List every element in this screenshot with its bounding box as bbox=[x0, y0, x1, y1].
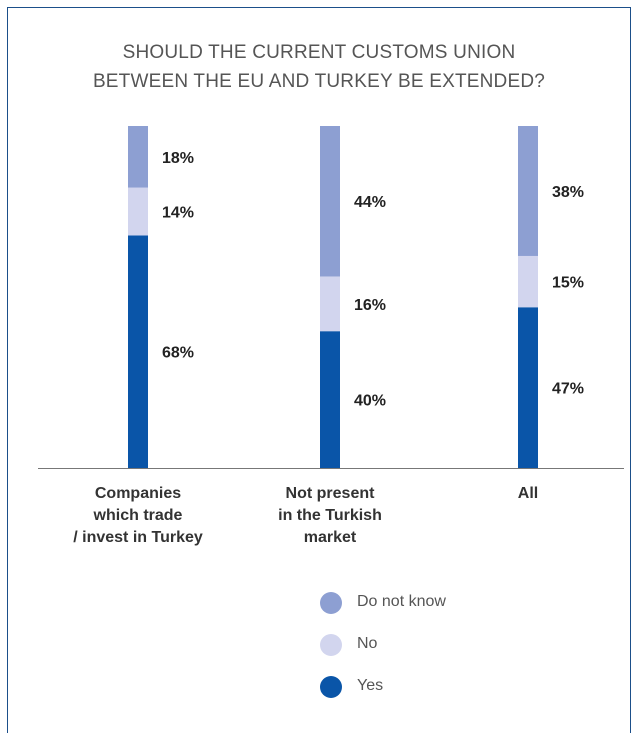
category-label-1-line-2: which trade bbox=[93, 507, 183, 524]
bar-segment-no-2 bbox=[320, 276, 340, 332]
bar-segment-no-1 bbox=[128, 187, 148, 236]
bar-segment-yes-3 bbox=[518, 307, 538, 468]
category-label-2-line-2: in the Turkish bbox=[278, 507, 382, 524]
data-label-do-not-know-3: 38% bbox=[552, 184, 584, 201]
legend-swatch bbox=[320, 634, 342, 656]
chart-title: SHOULD THE CURRENT CUSTOMS UNION BETWEEN… bbox=[0, 38, 638, 96]
legend-item-do-not-know: Do not know bbox=[320, 590, 520, 614]
bar-segment-do-not-know-3 bbox=[518, 126, 538, 256]
legend-label: Yes bbox=[357, 677, 384, 694]
category-label-1-line-3: / invest in Turkey bbox=[73, 529, 203, 546]
bar-segment-yes-1 bbox=[128, 235, 148, 468]
category-label-2-line-3: market bbox=[304, 529, 357, 546]
legend-label: No bbox=[357, 635, 378, 652]
legend-item-no: No bbox=[320, 632, 520, 656]
chart-title-line-2: BETWEEN THE EU AND TURKEY BE EXTENDED? bbox=[92, 71, 546, 92]
category-label-1-line-1: Companies bbox=[95, 485, 181, 502]
data-label-yes-2: 40% bbox=[354, 393, 386, 410]
data-label-do-not-know-2: 44% bbox=[354, 194, 386, 211]
category-label-3-line-1: All bbox=[518, 485, 538, 502]
bar-segment-do-not-know-2 bbox=[320, 126, 340, 277]
bar-segment-do-not-know-1 bbox=[128, 126, 148, 188]
chart-frame bbox=[7, 7, 631, 733]
data-label-do-not-know-1: 18% bbox=[162, 150, 194, 167]
bar-segment-yes-2 bbox=[320, 331, 340, 468]
data-label-yes-3: 47% bbox=[552, 381, 584, 398]
category-label-2-line-1: Not present bbox=[286, 485, 376, 502]
bar-segment-no-3 bbox=[518, 255, 538, 308]
data-label-yes-1: 68% bbox=[162, 345, 194, 362]
chart-title-line-1: SHOULD THE CURRENT CUSTOMS UNION bbox=[122, 42, 516, 63]
data-label-no-3: 15% bbox=[552, 275, 584, 292]
legend-swatch bbox=[320, 676, 342, 698]
data-label-no-2: 16% bbox=[354, 297, 386, 314]
legend-label: Do not know bbox=[357, 593, 446, 610]
legend-swatch bbox=[320, 592, 342, 614]
legend-item-yes: Yes bbox=[320, 674, 520, 698]
data-label-no-1: 14% bbox=[162, 205, 194, 222]
